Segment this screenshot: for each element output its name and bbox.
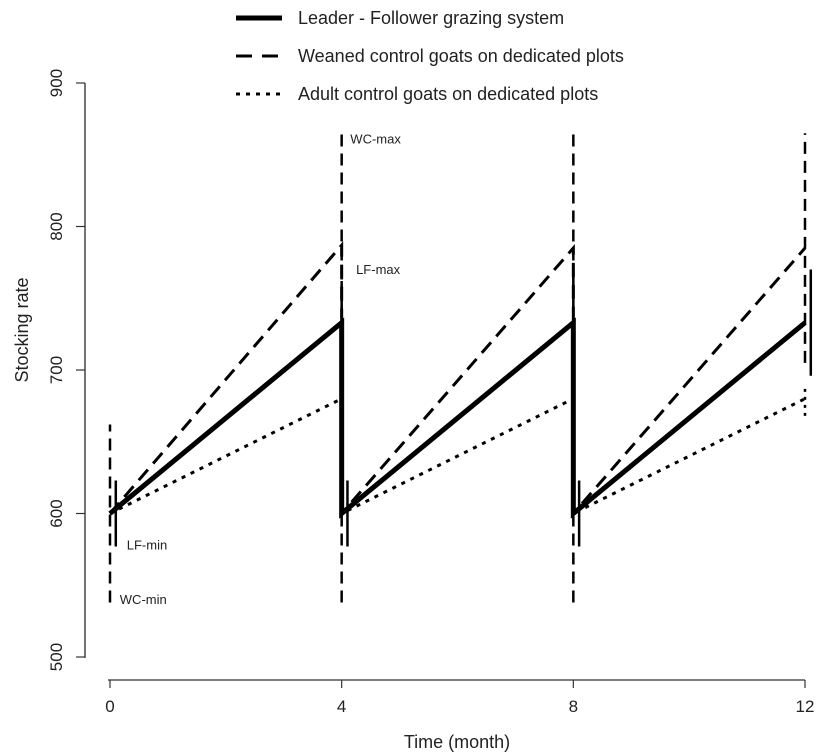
y-tick-label: 700 <box>47 356 66 384</box>
y-tick-label: 500 <box>47 643 66 671</box>
series-lines <box>108 241 807 519</box>
y-tick-label: 900 <box>47 69 66 97</box>
annotation-label: LF-max <box>356 262 401 277</box>
y-axis-title: Stocking rate <box>12 277 32 382</box>
series-line-3 <box>109 396 806 516</box>
legend-label: Weaned control goats on dedicated plots <box>298 46 624 66</box>
annotation-label: WC-min <box>120 592 167 607</box>
y-tick-label: 800 <box>47 212 66 240</box>
series-line-2 <box>108 241 807 518</box>
annotation-label: WC-max <box>350 131 401 146</box>
x-ticks: 0 4 8 12 <box>105 680 814 716</box>
annotation-label: LF-min <box>127 537 167 552</box>
y-tick-label: 600 <box>47 499 66 527</box>
legend-label: Leader - Follower grazing system <box>298 8 564 28</box>
x-tick-label: 0 <box>105 697 114 716</box>
x-tick-label: 12 <box>796 697 815 716</box>
series-line-1 <box>108 317 807 519</box>
x-tick-label: 8 <box>569 697 578 716</box>
axes <box>84 83 805 681</box>
x-tick-label: 4 <box>337 697 346 716</box>
legend: Leader - Follower grazing system Weaned c… <box>236 8 624 104</box>
annotations: WC-max LF-max LF-min WC-min <box>120 131 402 607</box>
y-ticks: 500 600 700 800 900 <box>47 69 86 671</box>
legend-label: Adult control goats on dedicated plots <box>298 84 598 104</box>
x-axis-title: Time (month) <box>404 732 510 752</box>
range-bars <box>108 133 813 603</box>
